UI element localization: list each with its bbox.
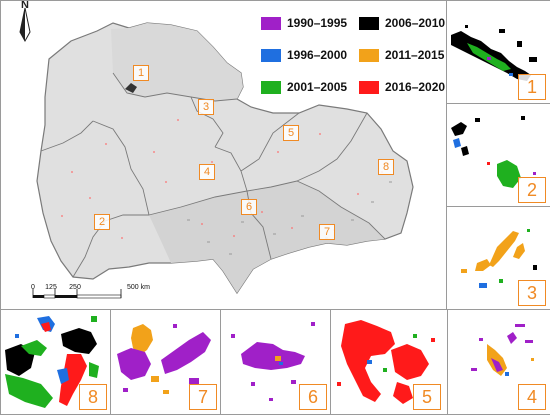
region-label-3: 3	[198, 99, 214, 115]
inset-label-4: 4	[518, 384, 546, 410]
legend-label: 1996–2000	[287, 48, 348, 62]
inset-label-8: 8	[79, 384, 107, 410]
legend-swatch	[261, 80, 281, 94]
legend-label: 2001–2005	[287, 80, 348, 94]
inset-8-map	[5, 316, 99, 408]
region-label-6: 6	[241, 199, 257, 215]
inset-5-map	[337, 320, 435, 404]
region-label-7: 7	[319, 224, 335, 240]
legend-item-1990-1995: 1990–1995	[261, 16, 347, 30]
region-label-5: 5	[283, 125, 299, 141]
scale-bar: 0 125 250 500 km	[31, 284, 150, 299]
inset-label-7: 7	[189, 384, 217, 410]
region-label-1: 1	[133, 65, 149, 81]
legend-swatch	[359, 80, 379, 94]
northern-strip	[111, 23, 243, 101]
legend-swatch	[261, 48, 281, 62]
main-map-panel: N 0 125 250 500 km 1 3 5 8 4 6 2 7 1990–…	[0, 0, 448, 310]
inset-panel-7: 7	[110, 309, 222, 415]
inset-panel-5: 5	[330, 309, 448, 415]
legend-label: 1990–1995	[287, 16, 348, 30]
inset-label-6: 6	[299, 384, 327, 410]
inset-3-map	[461, 229, 537, 288]
inset-panel-6: 6	[220, 309, 332, 415]
legend-item-2011-2015: 2011–2015	[359, 48, 444, 62]
inset-4-map	[471, 324, 534, 376]
legend-label: 2016–2020	[385, 80, 446, 94]
inset-panel-8: 8	[0, 309, 112, 415]
scale-tick-250: 250	[69, 284, 81, 291]
inset-label-2: 2	[518, 177, 546, 203]
inset-label-5: 5	[413, 384, 441, 410]
inset-1-map	[451, 25, 537, 81]
scale-tick-500: 500 km	[127, 284, 150, 291]
legend-item-2016-2020: 2016–2020	[359, 80, 445, 94]
region-label-4: 4	[199, 164, 215, 180]
region1-cluster	[125, 83, 137, 93]
legend-item-2001-2005: 2001–2005	[261, 80, 347, 94]
north-label: N	[21, 1, 29, 11]
inset-6-map	[231, 322, 315, 401]
southern-rugged-zone	[149, 181, 385, 293]
scale-tick-125: 125	[45, 284, 57, 291]
region-label-8: 8	[378, 159, 394, 175]
legend-swatch	[359, 16, 379, 30]
inset-label-3: 3	[518, 280, 546, 306]
scale-tick-0: 0	[31, 284, 35, 291]
legend-label: 2011–2015	[385, 48, 445, 62]
legend-item-2006-2010: 2006–2010	[359, 16, 445, 30]
inset-panel-2: 2	[446, 103, 550, 208]
inset-label-1: 1	[518, 74, 546, 100]
inset-panel-3: 3	[446, 206, 550, 311]
inset-2-map	[451, 116, 536, 188]
legend-swatch	[359, 48, 379, 62]
inset-panel-1: 1	[446, 0, 550, 105]
north-arrow-icon	[19, 7, 31, 43]
inset-panel-4: 4	[446, 309, 550, 415]
legend-item-1996-2000: 1996–2000	[261, 48, 347, 62]
inset-7-map	[117, 324, 211, 394]
legend-swatch	[261, 16, 281, 30]
region-label-2: 2	[94, 214, 110, 230]
legend-label: 2006–2010	[385, 16, 446, 30]
